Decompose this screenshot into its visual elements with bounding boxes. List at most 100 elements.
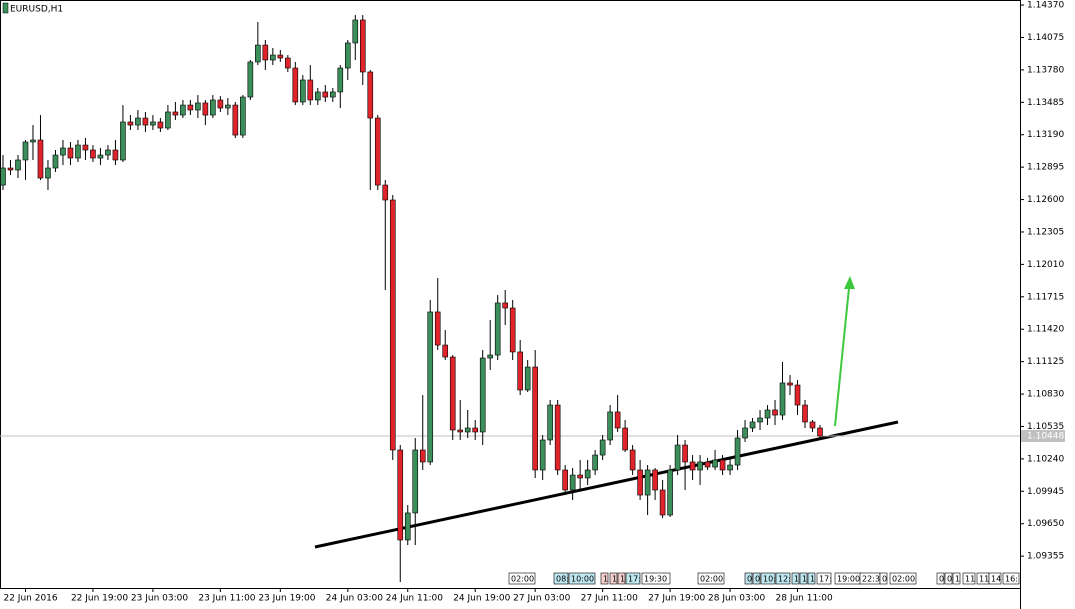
time-marker: 1 (802, 575, 807, 584)
candle-body (30, 139, 36, 143)
time-marker: 0 (747, 575, 752, 584)
candle-body (607, 411, 613, 441)
candle-body (255, 44, 261, 63)
time-marker-box (609, 572, 618, 585)
candle-body (352, 19, 359, 44)
x-tick-label: 24 Jun 11:00 (386, 594, 443, 604)
candle-body (419, 449, 426, 463)
time-marker-box (553, 572, 569, 585)
candle-body (644, 469, 651, 496)
candle-body (292, 67, 299, 103)
candle-body (277, 54, 284, 59)
candle-body (75, 144, 81, 159)
candle-body (202, 102, 209, 116)
candle-body (637, 469, 643, 496)
time-marker: 14 (991, 575, 1001, 584)
candle-body (225, 104, 231, 109)
candle-body (397, 449, 404, 541)
candle-body (374, 117, 381, 186)
candle-body (307, 79, 314, 101)
time-marker: 10: (763, 575, 776, 584)
candle-body (322, 91, 329, 98)
candle-body (329, 91, 336, 98)
candle-body (614, 411, 621, 429)
time-marker-box (1002, 572, 1020, 585)
time-marker-box (568, 572, 596, 585)
time-marker: 1 (620, 575, 625, 584)
time-marker: 1 (612, 575, 617, 584)
time-marker-box (936, 572, 945, 585)
candle-body (569, 474, 576, 491)
time-marker: 11 (979, 575, 989, 584)
trend-line (314, 420, 899, 549)
y-tick-label: 1.12895 (1027, 163, 1064, 173)
time-marker: 02:00 (892, 575, 915, 584)
time-marker-box (775, 572, 791, 585)
chart-title: EURUSD,H1 (10, 5, 63, 15)
x-tick-label: 24 Jun 03:00 (326, 594, 383, 604)
y-tick-label: 1.09945 (1027, 487, 1064, 497)
candle-body (734, 437, 741, 466)
candle-body (584, 469, 591, 479)
y-tick-label: 1.13190 (1027, 130, 1064, 140)
time-marker: 16: (1005, 575, 1018, 584)
time-marker-box (879, 572, 888, 585)
y-tick-label: 1.11420 (1027, 325, 1064, 335)
candle-body (142, 117, 149, 126)
time-marker: 17: (628, 575, 641, 584)
time-marker: 22:3 (862, 575, 880, 584)
candle-body (674, 444, 681, 471)
candle-body (0, 167, 6, 186)
candle-body (67, 147, 74, 159)
y-tick-label: 1.12600 (1027, 195, 1064, 205)
candle-body (449, 356, 456, 431)
candle-body (599, 439, 606, 456)
candle-body (337, 67, 344, 93)
candle-body (719, 459, 726, 471)
candle-body (247, 61, 254, 98)
candle-body (712, 459, 718, 468)
time-marker: 0 (882, 575, 887, 584)
x-tick-label: 22 Jun 19:00 (71, 594, 128, 604)
candle-body (112, 149, 119, 161)
time-marker-box (617, 572, 626, 585)
candle-body (105, 149, 111, 156)
candle-body (622, 427, 628, 451)
candle-body (187, 104, 194, 111)
candle-body (787, 382, 793, 386)
x-tick-label: 23 Jun 19:00 (258, 594, 315, 604)
time-marker-box (807, 572, 816, 585)
candle-body (539, 439, 546, 471)
current-price-label: 1.10448 (1027, 432, 1064, 442)
candle-body (37, 139, 44, 179)
time-marker: 11 (965, 575, 975, 584)
candle-body (704, 461, 711, 468)
candle-body (442, 344, 449, 358)
candle-body (817, 427, 823, 437)
time-marker: 1 (810, 575, 815, 584)
time-marker-box (508, 572, 536, 585)
y-tick-label: 1.12010 (1027, 260, 1064, 270)
time-marker: 1 (794, 575, 799, 584)
time-marker-box (944, 572, 953, 585)
time-marker-box (799, 572, 808, 585)
candle-body (494, 302, 501, 356)
candle-body (667, 469, 673, 516)
candle-body (659, 489, 666, 516)
y-tick-label: 1.12305 (1027, 227, 1064, 237)
candle-body (487, 354, 494, 359)
candle-body (135, 117, 141, 126)
candle-body (764, 409, 771, 419)
y-tick-label: 1.13485 (1027, 98, 1064, 108)
candle-body (7, 167, 14, 171)
y-tick-label: 1.10535 (1027, 422, 1064, 432)
candle-body (757, 417, 763, 423)
x-tick-label: 24 Jun 19:00 (453, 594, 510, 604)
time-marker: 19:00 (837, 575, 860, 584)
candle-body (472, 427, 479, 433)
candle-body (217, 99, 224, 109)
time-marker-box (952, 572, 961, 585)
candle-body (509, 307, 516, 353)
y-tick-label: 1.10830 (1027, 390, 1064, 400)
